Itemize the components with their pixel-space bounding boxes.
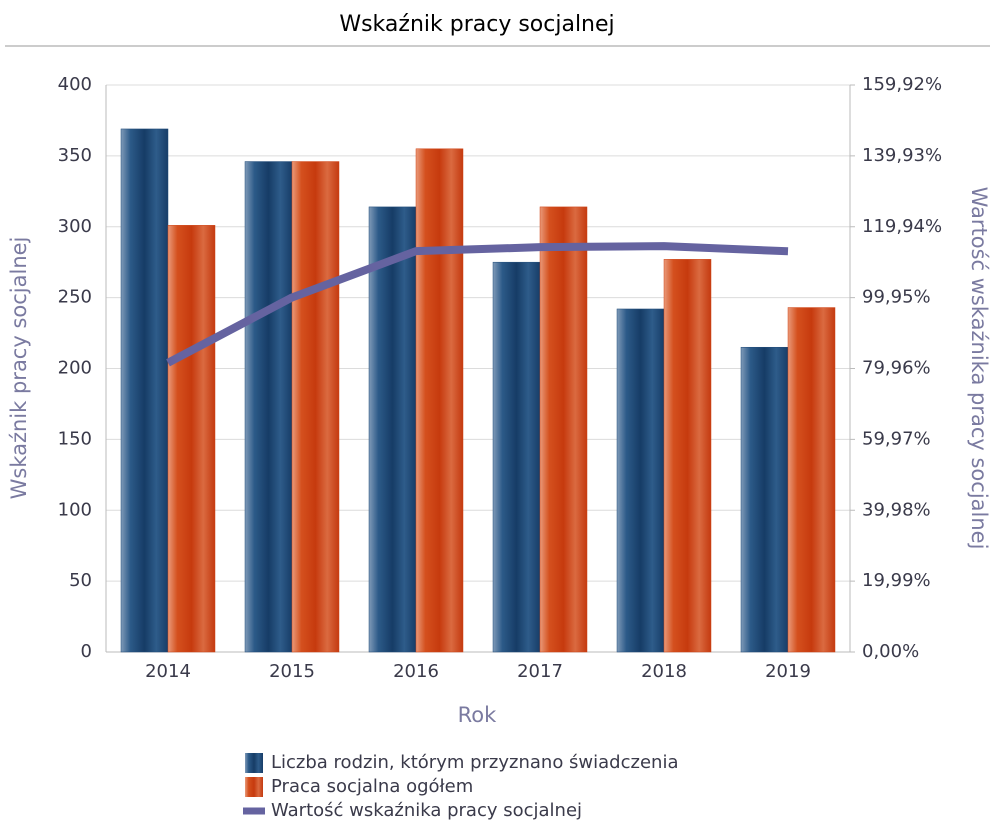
y2-axis-title: Wartość wskaźnika pracy socjalnej <box>967 187 991 550</box>
bar <box>368 206 417 653</box>
bar <box>740 346 789 653</box>
x-tick-label: 2016 <box>393 661 439 682</box>
bar <box>167 225 216 653</box>
bar <box>492 261 541 653</box>
y-tick-label: 300 <box>58 216 92 237</box>
bar <box>415 148 464 653</box>
y-tick-label: 400 <box>58 74 92 95</box>
legend-label: Liczba rodzin, którym przyznano świadcze… <box>271 752 678 773</box>
bar <box>616 308 665 653</box>
bar <box>539 206 588 653</box>
chart-title: Wskaźnik pracy socjalnej <box>339 12 614 37</box>
bar <box>244 161 293 653</box>
y2-tick-label: 19,99% <box>862 570 931 591</box>
x-tick-label: 2014 <box>145 661 191 682</box>
y2-tick-label: 79,96% <box>862 358 931 379</box>
bar <box>663 259 712 653</box>
x-tick-label: 2015 <box>269 661 315 682</box>
y-tick-label: 0 <box>81 641 92 662</box>
y-tick-label: 150 <box>58 428 92 449</box>
y-tick-label: 350 <box>58 145 92 166</box>
y2-tick-label: 99,95% <box>862 287 931 308</box>
x-tick-label: 2017 <box>517 661 563 682</box>
legend-label: Wartość wskaźnika pracy socjalnej <box>271 800 582 821</box>
y2-tick-label: 159,92% <box>862 74 942 95</box>
legend-swatch <box>245 753 263 773</box>
legend-swatch <box>245 777 263 797</box>
line-series <box>166 242 789 367</box>
bar <box>787 307 836 653</box>
x-tick-label: 2018 <box>641 661 687 682</box>
legend-label: Praca socjalna ogółem <box>271 776 473 797</box>
y2-tick-label: 119,94% <box>862 216 942 237</box>
x-tick-label: 2019 <box>765 661 811 682</box>
y-tick-label: 50 <box>69 570 92 591</box>
y2-tick-label: 59,97% <box>862 428 931 449</box>
y2-tick-label: 139,93% <box>862 145 942 166</box>
bar <box>120 128 169 653</box>
y-tick-label: 250 <box>58 287 92 308</box>
y-tick-label: 100 <box>58 499 92 520</box>
y2-tick-label: 0,00% <box>862 641 919 662</box>
y-axis-title: Wskaźnik pracy socjalnej <box>7 237 31 500</box>
bar <box>291 161 340 653</box>
y-tick-label: 200 <box>58 358 92 379</box>
x-axis-title: Rok <box>458 703 497 727</box>
y2-tick-label: 39,98% <box>862 499 931 520</box>
